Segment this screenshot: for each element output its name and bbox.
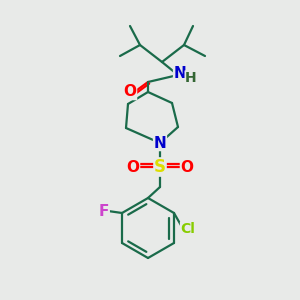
Text: F: F: [99, 203, 109, 218]
Text: Cl: Cl: [181, 222, 195, 236]
Text: H: H: [185, 71, 197, 85]
Text: N: N: [174, 67, 186, 82]
Text: O: O: [181, 160, 194, 175]
Text: S: S: [154, 158, 166, 176]
Text: O: O: [124, 85, 136, 100]
Text: N: N: [154, 136, 166, 151]
Text: O: O: [127, 160, 140, 175]
